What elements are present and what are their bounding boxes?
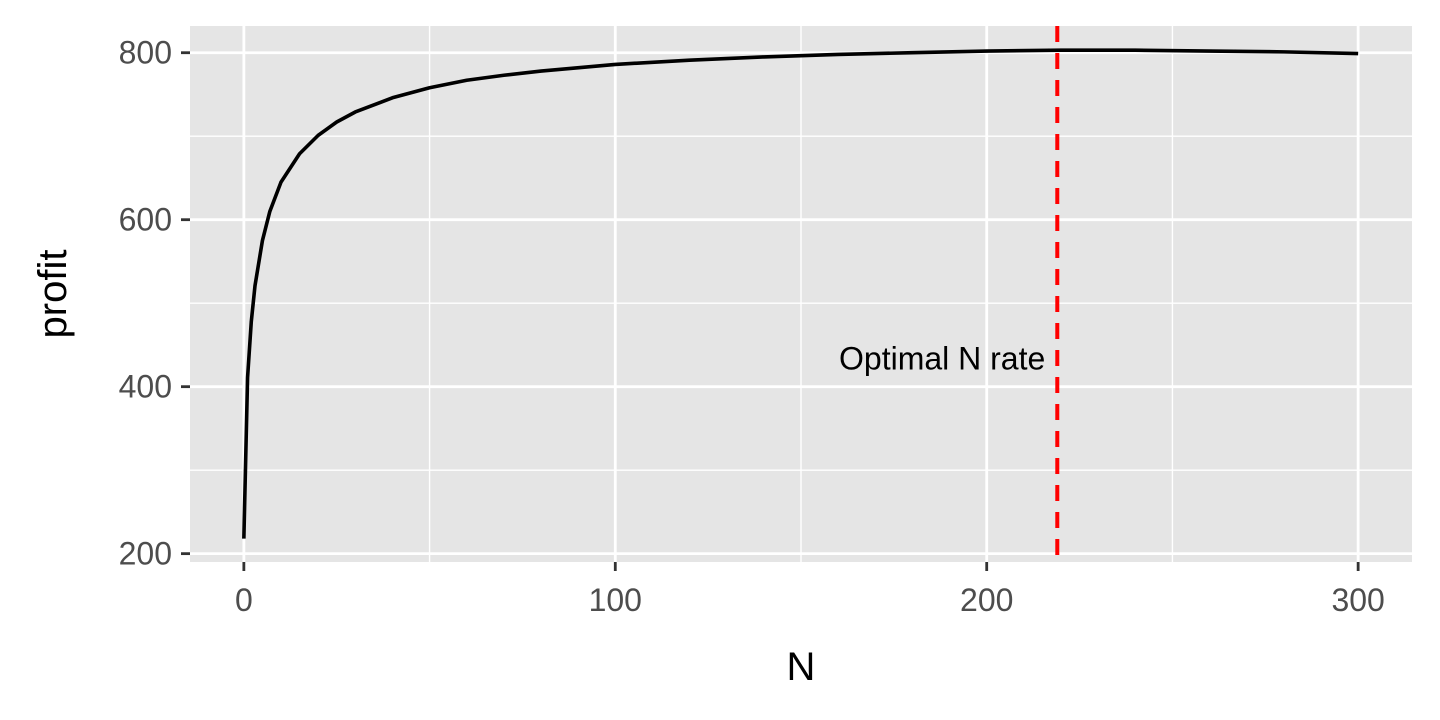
x-tick-label: 100 [589,582,642,618]
x-axis: 0 100 200 300 [235,562,1385,618]
x-tick-label: 300 [1331,582,1384,618]
optimal-n-label: Optimal N rate [839,340,1045,376]
annotation-layer: Optimal N rate [839,26,1060,562]
series-layer [242,48,1359,539]
grid-major [190,26,1412,562]
y-tick-label: 200 [119,536,172,572]
y-axis: 200 400 600 800 [119,35,190,572]
x-tick-label: 200 [960,582,1013,618]
grid-minor [190,26,1412,562]
y-tick-label: 800 [119,35,172,71]
y-tick-label: 600 [119,202,172,238]
x-axis-title: N [787,645,816,689]
series-line-0 [242,48,1359,539]
y-axis-title: profit [31,250,75,339]
x-tick-label: 0 [235,582,253,618]
y-tick-label: 400 [119,369,172,405]
